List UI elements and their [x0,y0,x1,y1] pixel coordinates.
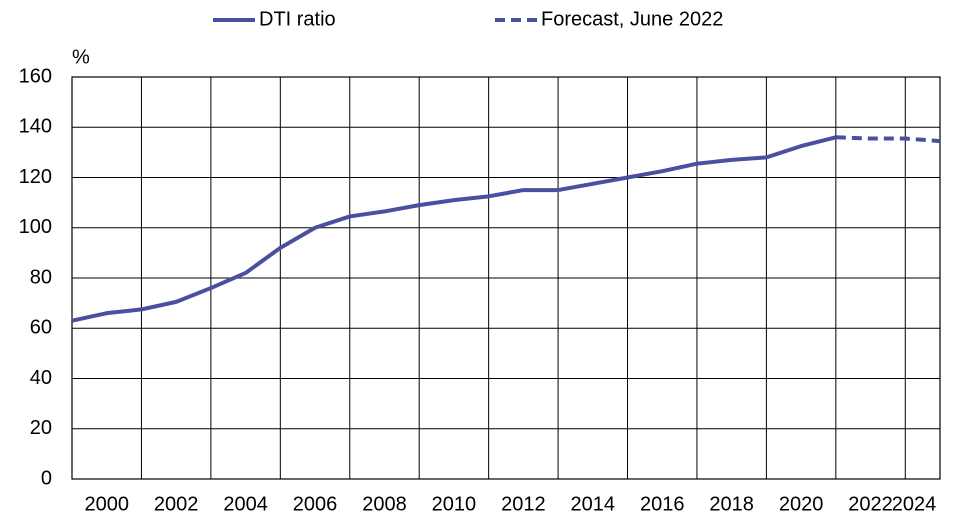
x-tick-label: 2018 [709,493,754,515]
x-tick-label: 2002 [154,493,199,515]
y-tick-label: 40 [30,367,52,389]
y-tick-label: 20 [30,417,52,439]
x-tick-label: 2020 [779,493,824,515]
x-tick-label: 2022 [848,493,893,515]
x-tick-label: 2004 [223,493,268,515]
y-tick-label: 60 [30,317,52,339]
x-tick-label: 2012 [501,493,546,515]
plot-frame [71,76,941,480]
x-tick-label: 2008 [362,493,407,515]
legend-label: Forecast, June 2022 [541,8,723,30]
y-axis-label: % [72,46,90,68]
x-tick-label: 2024 [892,493,937,515]
y-tick-label: 100 [19,216,52,238]
x-tick-label: 2014 [571,493,616,515]
x-tick-label: 2000 [84,493,129,515]
y-tick-label: 80 [30,266,52,288]
legend-label: DTI ratio [259,8,336,30]
x-tick-label: 2010 [432,493,477,515]
x-tick-label: 2006 [293,493,338,515]
series-line [71,135,837,323]
y-tick-label: 140 [19,116,52,138]
y-tick-label: 0 [41,467,52,489]
x-tick-label: 2016 [640,493,685,515]
y-tick-label: 120 [19,166,52,188]
series-line [835,135,941,144]
y-tick-label: 160 [19,65,52,87]
